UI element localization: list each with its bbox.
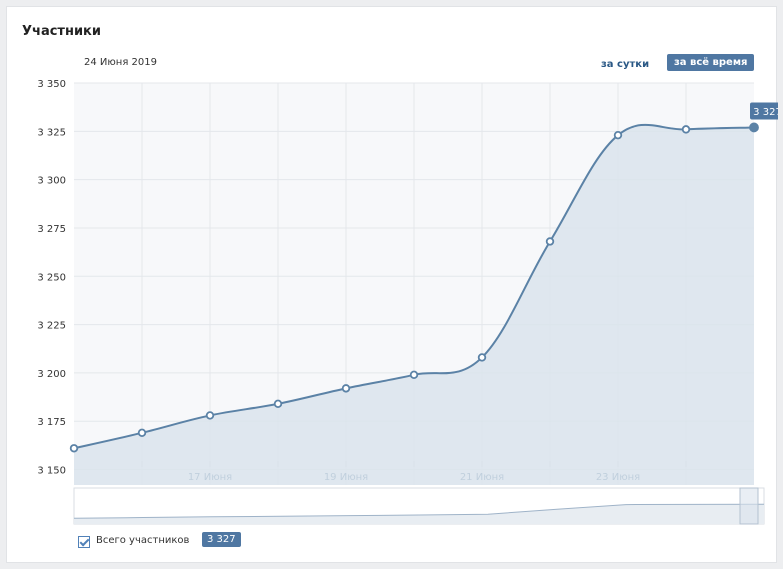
legend-label[interactable]: Всего участников (96, 535, 190, 546)
data-point (273, 399, 283, 409)
navigator-selection-handle (739, 487, 759, 525)
data-point (681, 125, 691, 134)
last-value-badge-text: 3 327 (753, 107, 778, 118)
y-tick-label: 3 300 (37, 176, 66, 187)
navigator-area (74, 504, 764, 524)
y-tick-label: 3 250 (37, 272, 66, 283)
card-title: Участники (22, 24, 101, 39)
y-tick-label: 3 225 (37, 321, 66, 332)
data-point (341, 384, 351, 393)
toggle-day-button[interactable]: за сутки (601, 59, 650, 70)
y-tick-label: 3 325 (37, 127, 66, 138)
data-point (205, 411, 215, 420)
legend-value-badge: 3 327 (202, 532, 241, 547)
data-point (69, 444, 79, 453)
last-value-badge (750, 102, 778, 120)
navigator-line (73, 503, 765, 519)
y-tick-label: 3 275 (37, 224, 66, 235)
series-line (73, 123, 755, 450)
members-chart: 3 150 3 175 3 200 3 225 3 250 3 275 3 300 3 325… (37, 57, 778, 525)
y-tick-label: 3 350 (37, 79, 66, 90)
data-point (137, 428, 147, 438)
toggle-all-time-button[interactable]: за всё время (667, 54, 755, 71)
y-tick-label: 3 175 (37, 417, 66, 428)
members-card: Участники 3 150 3 175 3 200 3 225 3 250 3 275… (6, 6, 778, 563)
y-tick-label: 3 150 (37, 466, 66, 477)
y-tick-label: 3 200 (37, 369, 66, 380)
data-point (613, 130, 623, 140)
series-area (74, 124, 754, 485)
data-point (545, 237, 555, 246)
last-data-point (749, 122, 759, 133)
chart-date-label: 24 Июня 2019 (84, 57, 157, 68)
data-point (409, 370, 419, 380)
legend-checkbox[interactable] (78, 536, 90, 548)
data-point (477, 353, 487, 362)
